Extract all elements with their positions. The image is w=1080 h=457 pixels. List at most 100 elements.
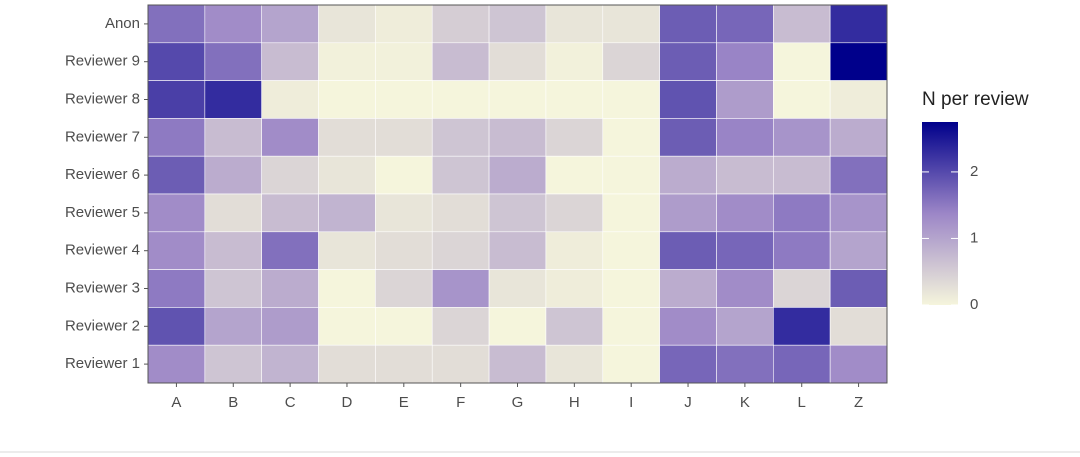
- heat-cell: [204, 307, 262, 346]
- heat-cell: [431, 193, 490, 233]
- heat-cell: [431, 155, 490, 195]
- heat-cell: [716, 231, 774, 270]
- heat-cell: [545, 231, 604, 270]
- heat-cell: [829, 193, 888, 233]
- heat-cell: [204, 193, 262, 233]
- heat-cell: [773, 155, 831, 195]
- heat-cell: [261, 344, 319, 384]
- heat-cell: [431, 42, 490, 81]
- legend-title: N per review: [922, 89, 1029, 110]
- heat-cell: [829, 80, 888, 119]
- colorbar-label: 0: [970, 296, 978, 313]
- heat-cell: [375, 118, 433, 157]
- y-tick-label: Anon: [105, 15, 140, 32]
- heat-cell: [773, 42, 831, 81]
- heat-cell: [318, 193, 376, 233]
- heat-cell: [488, 344, 547, 384]
- heat-cell: [375, 193, 433, 233]
- heat-cell: [261, 155, 319, 195]
- heat-cell: [204, 344, 262, 384]
- heat-cell: [602, 155, 660, 195]
- heat-cell: [545, 269, 604, 308]
- heat-cell: [204, 269, 262, 308]
- heat-cell: [147, 193, 206, 233]
- heat-cell: [716, 118, 774, 157]
- heat-cell: [659, 307, 717, 346]
- heat-cell: [716, 42, 774, 81]
- heat-cell: [545, 118, 604, 157]
- x-tick-label: H: [569, 394, 580, 411]
- heat-cell: [431, 80, 490, 119]
- heat-cell: [488, 193, 547, 233]
- heat-cell: [488, 80, 547, 119]
- heat-cell: [545, 42, 604, 81]
- x-tick-label: L: [798, 394, 806, 411]
- heat-cell: [204, 118, 262, 157]
- heat-cell: [431, 307, 490, 346]
- heat-cell: [773, 193, 831, 233]
- heat-cell: [545, 307, 604, 346]
- heat-cell: [488, 269, 547, 308]
- heat-cell: [829, 269, 888, 308]
- heat-cell: [375, 231, 433, 270]
- heat-cell: [829, 155, 888, 195]
- heat-cell: [318, 155, 376, 195]
- heat-cell: [431, 4, 490, 44]
- heat-cell: [716, 193, 774, 233]
- heat-cell: [602, 193, 660, 233]
- heat-cell: [829, 118, 888, 157]
- x-tick-label: J: [684, 394, 692, 411]
- heat-cell: [147, 118, 206, 157]
- heat-cell: [545, 80, 604, 119]
- y-tick-label: Reviewer 1: [65, 355, 140, 372]
- heat-cell: [204, 231, 262, 270]
- heat-cell: [431, 344, 490, 384]
- heat-cell: [147, 344, 206, 384]
- x-tick-label: G: [512, 394, 524, 411]
- y-tick-label: Reviewer 5: [65, 204, 140, 221]
- x-tick-label: F: [456, 394, 465, 411]
- heat-cell: [602, 231, 660, 270]
- heat-cell: [488, 4, 547, 44]
- heat-cell: [204, 80, 262, 119]
- heat-cell: [716, 307, 774, 346]
- heat-cell: [545, 344, 604, 384]
- heat-cell: [602, 42, 660, 81]
- heat-cell: [716, 80, 774, 119]
- heat-cell: [318, 118, 376, 157]
- y-tick-label: Reviewer 3: [65, 279, 140, 296]
- heat-cell: [659, 193, 717, 233]
- heat-cell: [147, 307, 206, 346]
- x-tick-label: A: [171, 394, 181, 411]
- heat-cell: [261, 307, 319, 346]
- heat-cell: [431, 231, 490, 270]
- heat-cell: [773, 344, 831, 384]
- heat-cell: [261, 80, 319, 119]
- heat-cell: [773, 307, 831, 346]
- heat-cell: [545, 4, 604, 44]
- heat-cell: [773, 80, 831, 119]
- heat-cell: [659, 118, 717, 157]
- colorbar-label: 2: [970, 163, 978, 180]
- heat-cell: [147, 80, 206, 119]
- heat-cell: [147, 42, 206, 81]
- heat-cell: [488, 231, 547, 270]
- heat-cell: [829, 231, 888, 270]
- y-tick-label: Reviewer 7: [65, 128, 140, 145]
- heat-cell: [375, 344, 433, 384]
- heat-cell: [602, 4, 660, 44]
- y-tick-label: Reviewer 8: [65, 90, 140, 107]
- heat-cell: [431, 118, 490, 157]
- heat-cell: [829, 42, 888, 81]
- heat-cell: [431, 269, 490, 308]
- heat-cell: [375, 80, 433, 119]
- y-tick-label: Reviewer 9: [65, 53, 140, 70]
- heat-cell: [659, 42, 717, 81]
- heat-cell: [773, 4, 831, 44]
- heat-cell: [602, 344, 660, 384]
- heat-cell: [261, 118, 319, 157]
- heat-cell: [318, 4, 376, 44]
- heat-cell: [318, 80, 376, 119]
- heat-cell: [147, 4, 206, 44]
